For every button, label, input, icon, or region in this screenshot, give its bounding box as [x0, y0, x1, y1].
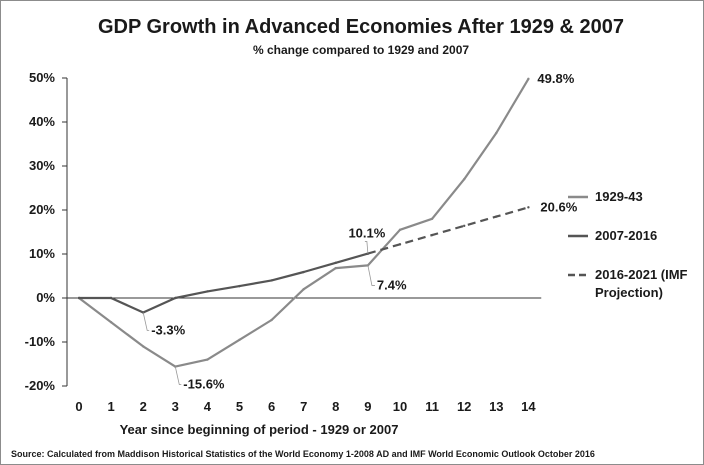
series-1-point [142, 311, 145, 314]
x-tick-label: 0 [75, 399, 82, 414]
series-line-2 [367, 206, 529, 255]
x-tick-label: 9 [364, 399, 371, 414]
x-tick-label: 10 [393, 399, 407, 414]
series-0-point [527, 77, 530, 81]
data-label: 49.8% [537, 71, 574, 86]
data-label-leader [142, 312, 150, 331]
series-0-point [398, 228, 402, 231]
data-label: 10.1% [348, 226, 385, 241]
axes [66, 78, 542, 386]
chart-subtitle: % change compared to 1929 and 2007 [253, 43, 469, 57]
series-lines [77, 77, 530, 368]
x-axis-ticks: 0 1 2 3 4 5 6 7 8 9 10 11 12 13 14 [75, 399, 536, 414]
data-label: -15.6% [183, 377, 225, 392]
x-tick-label: 5 [236, 399, 243, 414]
series-0-point [430, 217, 434, 220]
x-axis-label: Year since beginning of period - 1929 or… [120, 422, 399, 437]
x-tick-label: 3 [172, 399, 179, 414]
y-tick-label: -10% [25, 334, 56, 349]
series-0-point [334, 266, 337, 270]
data-label: 20.6% [540, 199, 577, 214]
data-label: -3.3% [151, 323, 185, 338]
y-tick-label: -20% [25, 378, 56, 393]
series-1-point [302, 270, 305, 274]
series-1-point [270, 279, 273, 282]
series-0-point [302, 288, 305, 291]
data-label-leader [367, 265, 375, 286]
series-1-point [109, 296, 113, 300]
source-note: Source: Calculated from Maddison Histori… [11, 449, 595, 459]
x-tick-label: 12 [457, 399, 471, 414]
x-tick-label: 8 [332, 399, 339, 414]
chart-title: GDP Growth in Advanced Economies After 1… [98, 16, 624, 38]
x-tick-label: 11 [425, 399, 439, 414]
y-tick-label: 50% [29, 70, 55, 85]
series-2-point [495, 215, 498, 218]
data-label-leader [364, 241, 369, 254]
legend-label-0: 1929-43 [595, 189, 643, 204]
series-1-point [334, 261, 337, 264]
series-0-point [109, 321, 113, 324]
series-0-point [142, 345, 145, 348]
series-2-point [398, 243, 402, 246]
legend: 1929-43 2007-2016 2016-2021 (IMF Projection… [568, 189, 688, 300]
y-tick-label: 0% [36, 290, 55, 305]
series-2-point [430, 233, 434, 237]
series-2-point [527, 206, 530, 209]
y-tick-label: 40% [29, 114, 55, 129]
legend-label-2: 2016-2021 (IMF Projection) [595, 267, 688, 300]
series-2-point [463, 224, 466, 228]
series-0-point [495, 131, 498, 135]
series-1-point [174, 296, 177, 300]
x-tick-label: 4 [204, 399, 212, 414]
x-tick-label: 1 [107, 399, 114, 414]
y-axis-ticks: -20% -10% 0% 10% 20% 30% 40% 50% [25, 70, 67, 393]
x-tick-label: 2 [140, 399, 147, 414]
data-label: 7.4% [377, 277, 407, 292]
x-tick-label: 6 [268, 399, 275, 414]
x-tick-label: 7 [300, 399, 307, 414]
series-1-point [206, 290, 209, 293]
series-0-point [463, 178, 466, 181]
data-label-leader [174, 366, 182, 386]
series-1-point [77, 296, 81, 300]
series-0-point [238, 338, 241, 341]
y-tick-label: 20% [29, 202, 55, 217]
series-0-point [366, 264, 370, 267]
y-tick-label: 10% [29, 246, 55, 261]
series-0-point [270, 318, 273, 322]
y-tick-label: 30% [29, 158, 55, 173]
series-line-0 [78, 78, 530, 368]
series-1-point [238, 284, 241, 288]
x-tick-label: 13 [489, 399, 503, 414]
x-tick-label: 14 [521, 399, 536, 414]
series-0-point [206, 358, 209, 361]
series-line-1 [79, 252, 369, 314]
data-labels: 49.8% 20.6% 10.1% 7.4% -3.3% -15.6% [142, 71, 578, 392]
legend-label-1: 2007-2016 [595, 228, 657, 243]
